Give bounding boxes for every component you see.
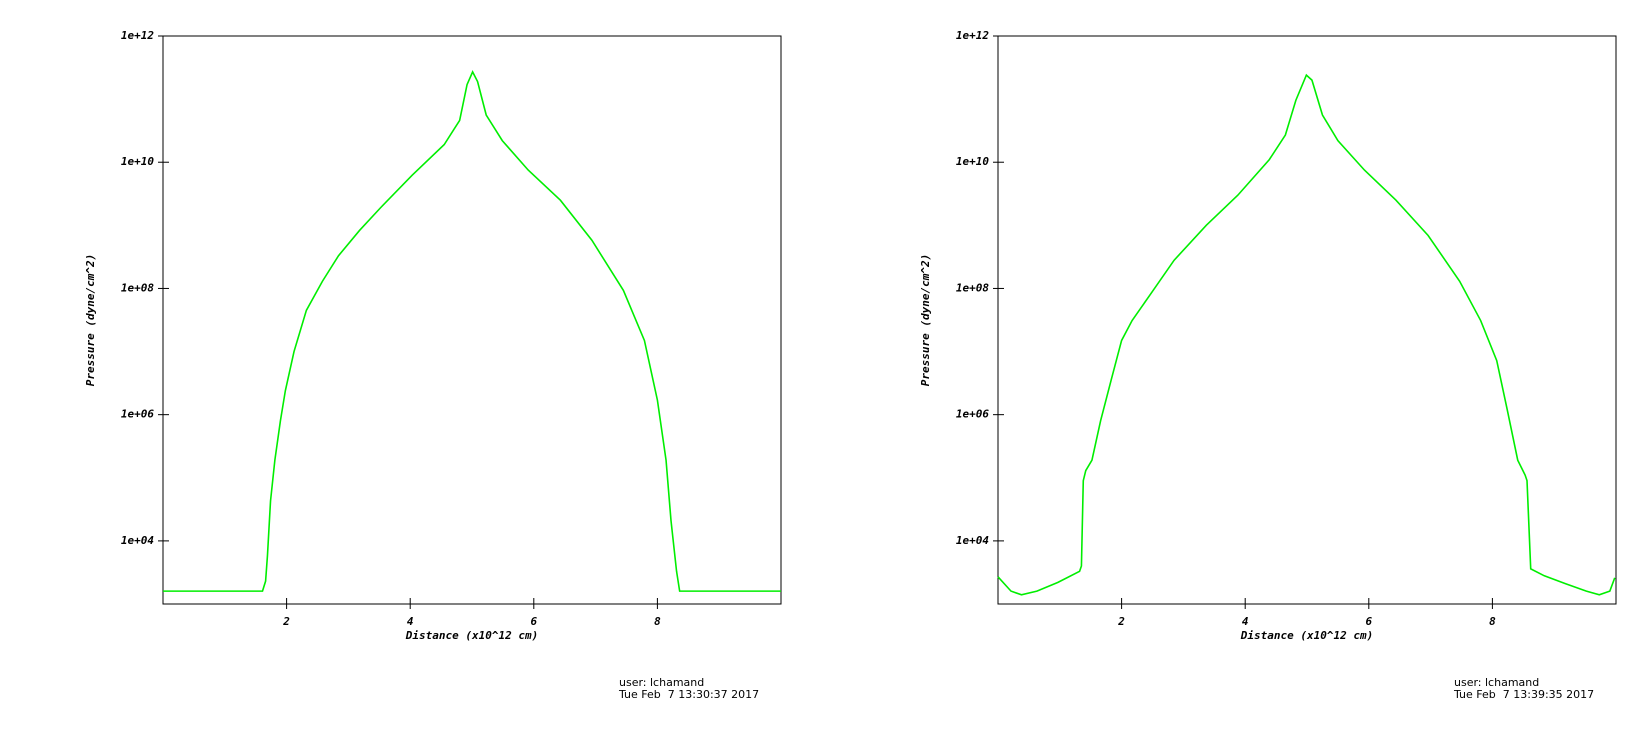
- x-axis-label: Distance (x10^12 cm): [1240, 629, 1373, 642]
- y-tick-label: 1e+12: [956, 29, 989, 42]
- x-tick-label: 4: [407, 615, 414, 628]
- x-tick-label: 6: [1365, 615, 1372, 628]
- plot-frame: [997, 35, 1617, 605]
- data-line: [997, 73, 1616, 596]
- chart: 1e+04 1e+06 1e+08 1e+10 1e+12 2 4 6 8 Distance (x…: [919, 29, 1617, 701]
- x-tick-label: 4: [1242, 615, 1249, 628]
- x-tick-label: 2: [1117, 615, 1125, 628]
- x-tick-label: 8: [1489, 615, 1496, 628]
- y-tick-label: 1e+06: [956, 408, 989, 421]
- footer-timestamp: Tue Feb 7 13:30:37 2017: [618, 688, 759, 701]
- footer-user: user: lchamand: [619, 676, 704, 689]
- data-line: [163, 70, 781, 592]
- footer-timestamp: Tue Feb 7 13:39:35 2017: [1453, 688, 1594, 701]
- y-tick-label: 1e+04: [956, 534, 989, 547]
- x-tick-label: 6: [530, 615, 537, 628]
- chart: 1e+04 1e+06 1e+08 1e+10 1e+12 2 4 6 8 Distance (x…: [84, 29, 782, 701]
- y-tick-label: 1e+08: [121, 281, 154, 294]
- plot-frame: [162, 35, 782, 605]
- y-tick-label: 1e+12: [121, 29, 154, 42]
- y-tick-label: 1e+10: [121, 155, 154, 168]
- x-axis-label: Distance (x10^12 cm): [405, 629, 538, 642]
- y-axis-label: Pressure (dyne/cm^2): [84, 254, 97, 386]
- y-tick-label: 1e+10: [956, 155, 989, 168]
- footer-user: user: lchamand: [1454, 676, 1539, 689]
- y-tick-label: 1e+06: [121, 408, 154, 421]
- y-tick-label: 1e+04: [121, 534, 154, 547]
- y-tick-label: 1e+08: [956, 281, 989, 294]
- y-axis-label: Pressure (dyne/cm^2): [919, 254, 932, 386]
- x-tick-label: 8: [654, 615, 661, 628]
- x-tick-label: 2: [282, 615, 290, 628]
